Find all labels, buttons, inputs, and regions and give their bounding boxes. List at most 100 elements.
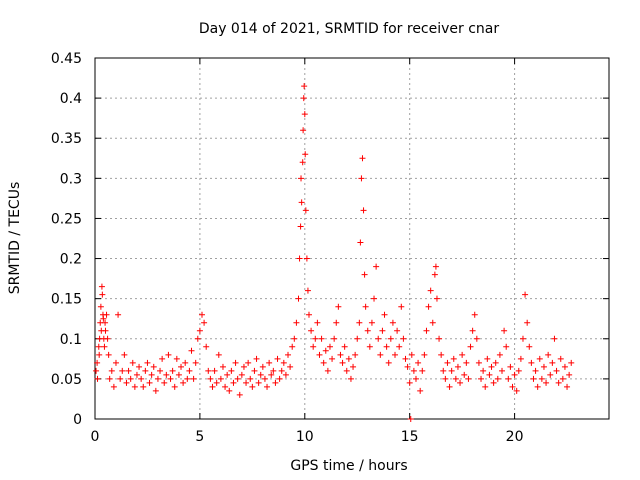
x-tick-label: 15 [401, 429, 419, 445]
data-point [341, 343, 348, 350]
data-point [100, 315, 107, 322]
data-point [171, 383, 178, 390]
data-point [154, 375, 161, 382]
data-point [339, 359, 346, 366]
data-point [207, 375, 214, 382]
data-point [389, 319, 396, 326]
data-point [457, 379, 464, 386]
data-point [115, 311, 122, 318]
data-point [432, 263, 439, 270]
data-point [494, 375, 501, 382]
data-point [173, 355, 180, 362]
x-tick-label: 5 [195, 429, 204, 445]
data-point [368, 319, 375, 326]
data-point [561, 363, 568, 370]
data-point [117, 375, 124, 382]
data-point [255, 379, 262, 386]
data-point [398, 303, 405, 310]
data-point [501, 327, 508, 334]
data-point [534, 383, 541, 390]
data-point [496, 351, 503, 358]
data-point [396, 343, 403, 350]
data-point [150, 363, 157, 370]
data-point [314, 319, 321, 326]
data-point [329, 355, 336, 362]
data-point [505, 375, 512, 382]
x-tick-label: 20 [506, 429, 524, 445]
data-point [490, 379, 497, 386]
data-point [215, 351, 222, 358]
data-point [196, 327, 203, 334]
data-point [408, 351, 415, 358]
data-point [96, 351, 103, 358]
data-point [249, 383, 256, 390]
data-point [379, 327, 386, 334]
data-point [148, 371, 155, 378]
data-point [243, 379, 250, 386]
data-point [228, 367, 235, 374]
data-point [427, 287, 434, 294]
data-point [97, 303, 104, 310]
data-point [192, 359, 199, 366]
data-point [452, 375, 459, 382]
data-point [385, 359, 392, 366]
data-point [270, 367, 277, 374]
data-point [387, 335, 394, 342]
data-point [296, 255, 303, 262]
data-point [272, 379, 279, 386]
data-point [492, 359, 499, 366]
data-point [105, 351, 112, 358]
data-point [304, 287, 311, 294]
y-tick-label: 0.2 [60, 252, 82, 268]
data-point [350, 363, 357, 370]
data-point [402, 355, 409, 362]
data-point [305, 311, 312, 318]
data-point [186, 367, 193, 374]
data-point [513, 387, 520, 394]
data-point [356, 319, 363, 326]
y-tick-label: 0.05 [51, 372, 82, 388]
data-point [94, 359, 101, 366]
data-point [165, 351, 172, 358]
data-point [161, 379, 168, 386]
data-point [431, 271, 438, 278]
data-point [488, 363, 495, 370]
data-point [423, 327, 430, 334]
data-point [478, 375, 485, 382]
data-point [169, 367, 176, 374]
data-point [532, 367, 539, 374]
data-point [461, 371, 468, 378]
data-point [484, 355, 491, 362]
data-point [362, 303, 369, 310]
data-point [324, 367, 331, 374]
data-point [442, 375, 449, 382]
data-point [178, 363, 185, 370]
data-point [98, 283, 105, 290]
data-point [102, 327, 109, 334]
gridlines [95, 58, 609, 419]
data-point [205, 367, 212, 374]
data-point [236, 391, 243, 398]
x-tick-label: 10 [296, 429, 314, 445]
data-point [564, 383, 571, 390]
data-point [545, 351, 552, 358]
y-tick-label: 0 [73, 412, 82, 428]
data-point [142, 367, 149, 374]
data-point [517, 355, 524, 362]
data-point [392, 351, 399, 358]
data-point [530, 375, 537, 382]
data-point [303, 255, 310, 262]
data-point [371, 295, 378, 302]
data-point [101, 343, 108, 350]
data-point [475, 359, 482, 366]
data-point [226, 387, 233, 394]
chart-title: Day 014 of 2021, SRMTID for receiver cna… [199, 21, 500, 37]
data-point [180, 379, 187, 386]
tick-labels: 0 5 10 15 20 0 0.05 0.1 0.15 0.2 0.25 0.3 0.35 0.4 0.4… [51, 51, 524, 445]
data-point [465, 375, 472, 382]
data-point [110, 383, 117, 390]
data-point [300, 127, 307, 134]
data-point [337, 351, 344, 358]
data-point [298, 175, 305, 182]
data-point [289, 343, 296, 350]
